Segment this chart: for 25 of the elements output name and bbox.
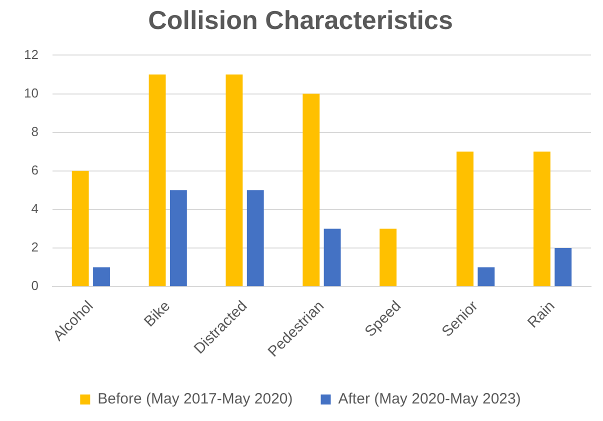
legend-label: Before (May 2017-May 2020)	[98, 390, 293, 408]
y-tick-label: 12	[24, 46, 38, 62]
bar	[324, 228, 341, 286]
x-tick-label: Bike	[140, 298, 174, 330]
chart-title: Collision Characteristics	[148, 4, 453, 35]
bar	[554, 248, 572, 286]
y-tick-label: 2	[31, 240, 38, 255]
bar	[93, 267, 110, 286]
bar	[170, 190, 187, 286]
bar	[72, 170, 89, 286]
bar	[226, 74, 243, 286]
bar	[533, 152, 550, 286]
y-tick-label: 4	[31, 201, 38, 216]
legend-label: After (May 2020-May 2023)	[338, 390, 521, 408]
bar	[148, 74, 166, 286]
bar	[380, 228, 397, 286]
bar	[456, 152, 474, 286]
bar	[246, 190, 264, 286]
bar	[302, 94, 320, 286]
y-tick-label: 8	[31, 124, 38, 139]
bar	[478, 267, 495, 286]
x-tick-label: Rain	[524, 298, 558, 332]
y-tick-label: 6	[31, 162, 38, 178]
y-tick-label: 0	[31, 278, 38, 294]
y-tick-label: 10	[24, 85, 38, 100]
